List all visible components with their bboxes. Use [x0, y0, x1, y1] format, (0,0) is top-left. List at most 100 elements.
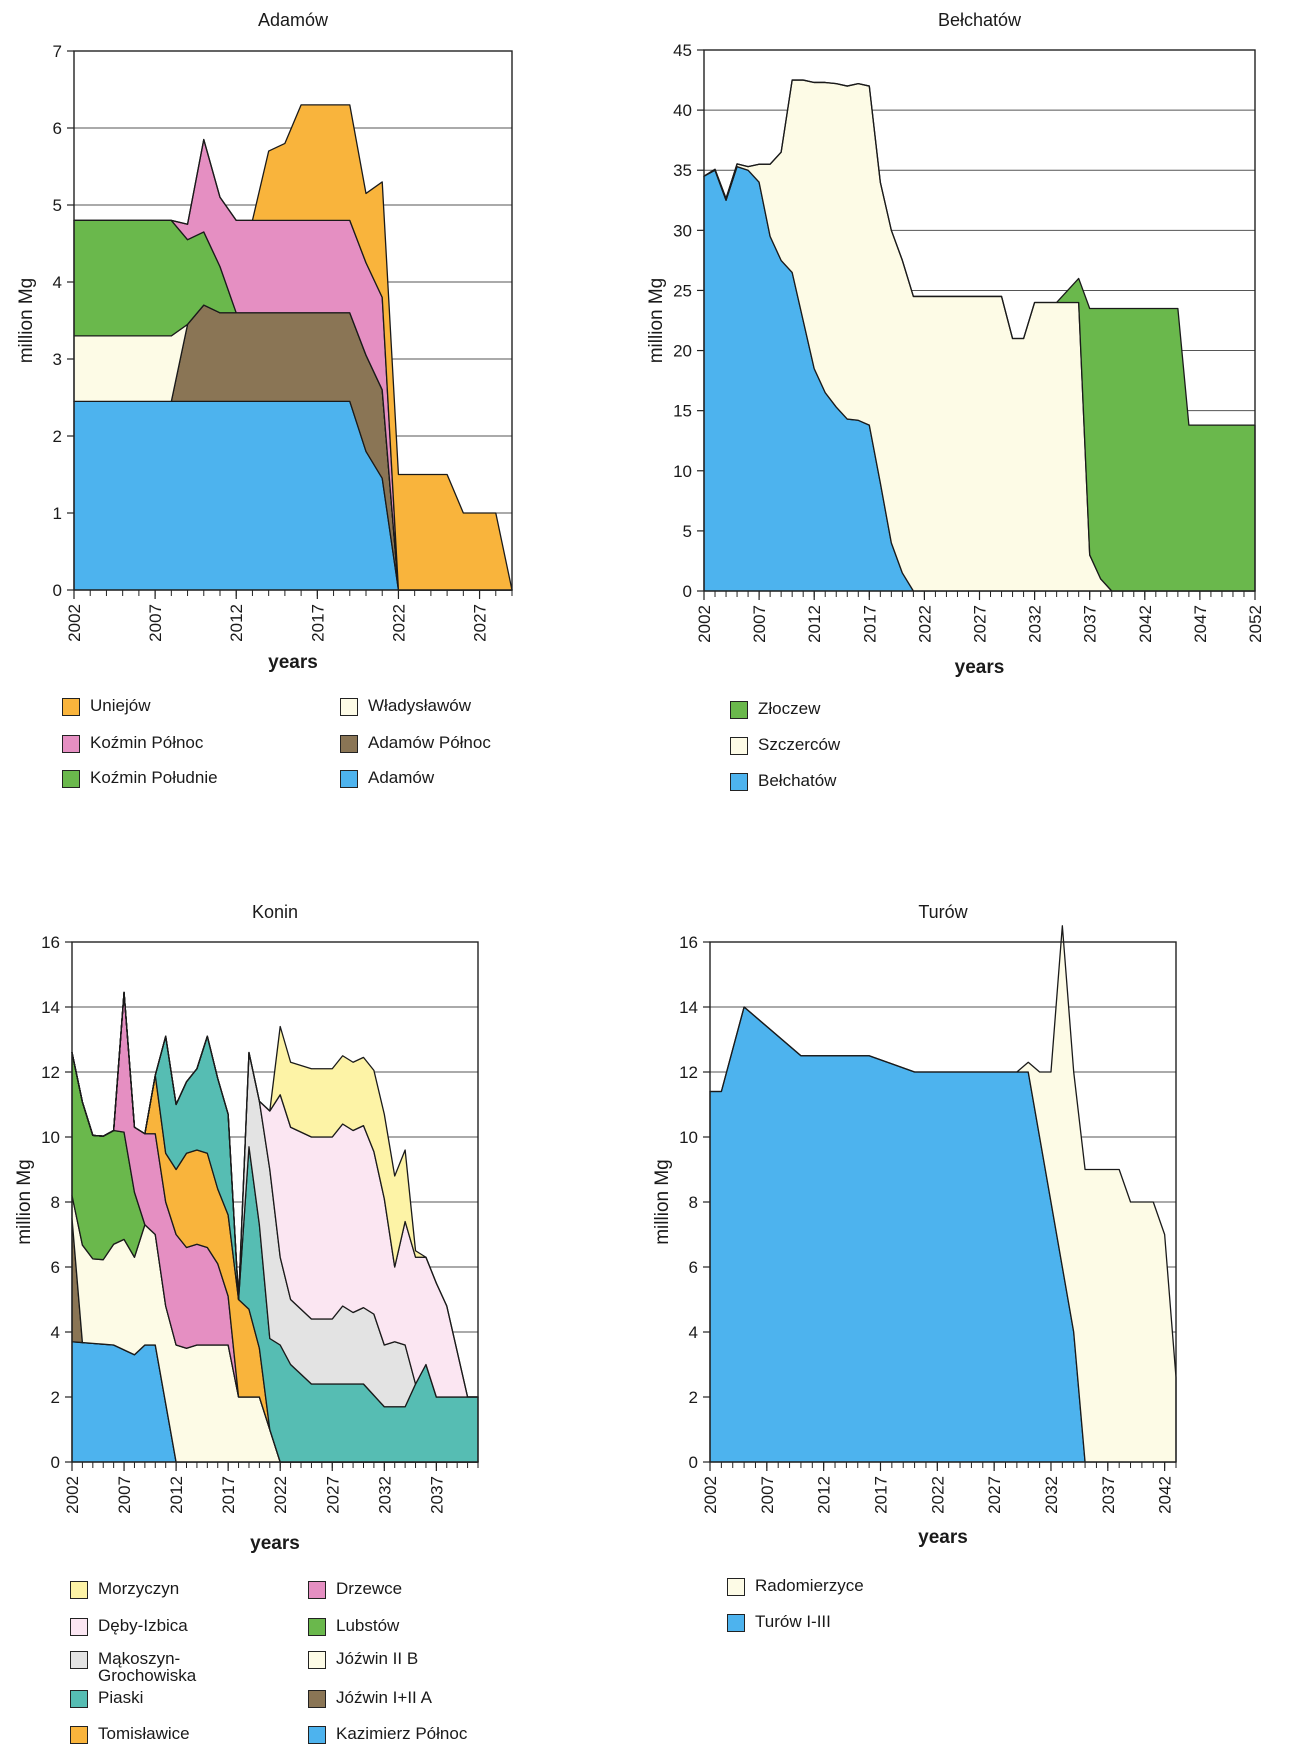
- legend-item: Mąkoszyn- Grochowiska: [70, 1650, 196, 1684]
- y-tick-label: 5: [683, 522, 692, 541]
- legend-belchatow: Złoczew Szczerców Bełchatów: [730, 700, 1030, 810]
- x-tick-label: 2032: [1026, 605, 1045, 643]
- legend-item: Adamów: [340, 769, 434, 788]
- legend-item: Koźmin Północ: [62, 734, 203, 753]
- legend-swatch: [730, 773, 748, 791]
- y-tick-label: 6: [51, 1258, 60, 1277]
- legend-item: Radomierzyce: [727, 1577, 864, 1596]
- x-tick-label: 2007: [115, 1476, 134, 1514]
- y-tick-label: 10: [673, 462, 692, 481]
- x-tick-label: 2002: [63, 1476, 82, 1514]
- legend-adamow: Uniejów Władysławów Koźmin Północ Adamów Pó…: [62, 697, 582, 797]
- x-tick-label: 2002: [65, 604, 84, 642]
- x-tick-label: 2022: [389, 604, 408, 642]
- x-tick-label: 2037: [1081, 605, 1100, 643]
- y-axis-label: million Mg: [652, 1159, 673, 1245]
- legend-label: Adamów: [368, 768, 435, 787]
- y-tick-label: 45: [673, 41, 692, 60]
- y-tick-label: 14: [679, 998, 698, 1017]
- y-tick-label: 12: [679, 1063, 698, 1082]
- x-tick-label: 2017: [860, 605, 879, 643]
- legend-label: Władysławów: [368, 696, 471, 715]
- legend-item: Jóźwin II B: [308, 1650, 418, 1669]
- legend-label: Złoczew: [758, 699, 821, 718]
- y-tick-label: 3: [53, 350, 62, 369]
- legend-item: Szczerców: [730, 736, 840, 755]
- y-tick-label: 5: [53, 196, 62, 215]
- legend-label: Turów I-III: [755, 1612, 831, 1631]
- chart-turow-svg: 0 2 4 6 8 10 12 14 16 2002 2007 2012 2017 2022 2027 203…: [652, 902, 1177, 1548]
- legend-item: Tomisławice: [70, 1725, 190, 1744]
- y-tick-label: 10: [41, 1128, 60, 1147]
- chart-turow: 0 2 4 6 8 10 12 14 16 2002 2007 2012 2017 2022 2027 203…: [640, 880, 1289, 1747]
- x-tick-label: 2027: [985, 1476, 1004, 1514]
- y-tick-label: 4: [51, 1323, 60, 1342]
- chart-title: Adamów: [258, 10, 329, 30]
- x-axis-label: years: [268, 652, 318, 673]
- y-tick-label: 20: [673, 342, 692, 361]
- legend-label: Bełchatów: [758, 771, 837, 790]
- y-tick-label: 16: [41, 933, 60, 952]
- y-tick-label: 10: [679, 1128, 698, 1147]
- x-tick-label: 2032: [1042, 1476, 1061, 1514]
- legend-swatch: [308, 1581, 326, 1599]
- x-axis-label: years: [918, 1527, 968, 1548]
- legend-label: Drzewce: [336, 1579, 403, 1598]
- legend-label: Lubstów: [336, 1616, 400, 1635]
- legend-item: Piaski: [70, 1689, 143, 1708]
- y-axis-label: million Mg: [646, 278, 667, 364]
- y-tick-label: 0: [689, 1453, 698, 1472]
- legend-swatch: [340, 698, 358, 716]
- x-tick-label: 2052: [1246, 605, 1265, 643]
- legend-label: Kazimierz Północ: [336, 1724, 468, 1743]
- x-tick-label: 2007: [750, 605, 769, 643]
- chart-belchatow: 0 5 10 15 20 25 30 35 40 45 2002 2007 2012 2017 2022 20…: [640, 0, 1289, 800]
- x-tick-label: 2017: [219, 1476, 238, 1514]
- legend-swatch: [308, 1651, 326, 1669]
- y-tick-label: 25: [673, 281, 692, 300]
- y-axis-label: million Mg: [16, 278, 37, 364]
- legend-turow: Radomierzyce Turów I-III: [727, 1577, 1027, 1637]
- chart-title: Konin: [252, 902, 298, 922]
- x-tick-label: 2012: [815, 1476, 834, 1514]
- x-tick-label: 2027: [323, 1476, 342, 1514]
- legend-item: Drzewce: [308, 1580, 402, 1599]
- y-tick-label: 0: [683, 582, 692, 601]
- x-tick-label: 2012: [805, 605, 824, 643]
- y-tick-label: 30: [673, 221, 692, 240]
- legend-konin: Morzyczyn Drzewce Dęby-Izbica Lubstów Mąkosz…: [70, 1580, 590, 1745]
- legend-item: Turów I-III: [727, 1613, 831, 1632]
- x-tick-label: 2002: [695, 605, 714, 643]
- legend-item: Uniejów: [62, 697, 150, 716]
- chart-adamow-svg: 0 1 2 3 4 5 6 7 2002 2007 2012 2017 2022 2027 Adamów ye…: [16, 10, 513, 673]
- legend-label: Mąkoszyn- Grochowiska: [98, 1649, 197, 1685]
- legend-swatch: [70, 1618, 88, 1636]
- legend-item: Jóźwin I+II A: [308, 1689, 432, 1708]
- legend-swatch: [62, 698, 80, 716]
- x-tick-label: 2027: [971, 605, 990, 643]
- x-tick-label: 2032: [375, 1476, 394, 1514]
- legend-item: Złoczew: [730, 700, 820, 719]
- y-tick-label: 14: [41, 998, 60, 1017]
- legend-label: Dęby-Izbica: [98, 1616, 188, 1635]
- legend-item: Adamów Północ: [340, 734, 491, 753]
- legend-label: Koźmin Północ: [90, 733, 204, 752]
- x-tick-label: 2037: [1099, 1476, 1118, 1514]
- y-tick-label: 12: [41, 1063, 60, 1082]
- legend-item: Bełchatów: [730, 772, 836, 791]
- y-tick-label: 0: [51, 1453, 60, 1472]
- legend-swatch: [340, 770, 358, 788]
- legend-item: Władysławów: [340, 697, 471, 716]
- legend-swatch: [730, 737, 748, 755]
- legend-item: Morzyczyn: [70, 1580, 179, 1599]
- legend-swatch: [308, 1726, 326, 1744]
- x-tick-label: 2017: [871, 1476, 890, 1514]
- x-tick-label: 2042: [1156, 1476, 1175, 1514]
- y-tick-label: 8: [51, 1193, 60, 1212]
- x-tick-label: 2002: [701, 1476, 720, 1514]
- legend-label: Tomisławice: [98, 1724, 190, 1743]
- x-tick-label: 2047: [1191, 605, 1210, 643]
- legend-label: Jóźwin II B: [336, 1649, 419, 1668]
- legend-swatch: [308, 1690, 326, 1708]
- legend-label: Jóźwin I+II A: [336, 1688, 432, 1707]
